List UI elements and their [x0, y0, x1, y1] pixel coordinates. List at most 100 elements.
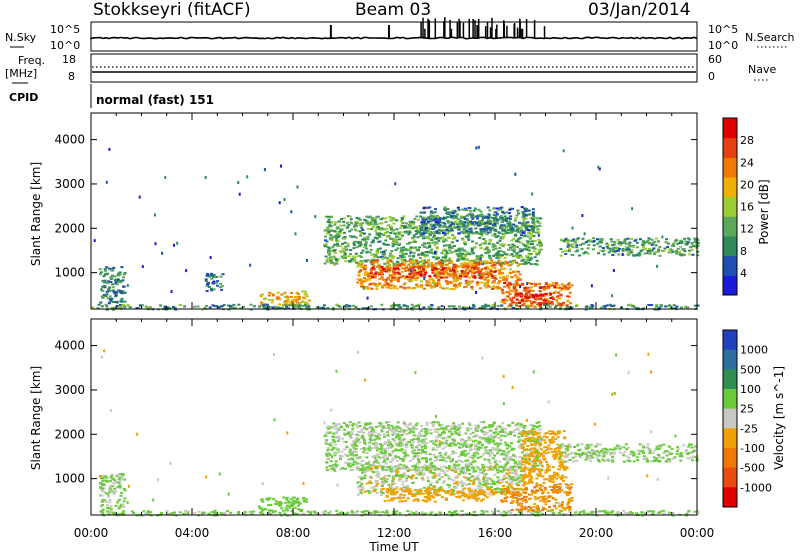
power-cell — [445, 229, 449, 231]
power-cell — [395, 241, 399, 244]
velocity-cell — [481, 453, 485, 456]
power-cell — [339, 251, 343, 254]
power-cell — [438, 262, 442, 265]
velocity-cell — [379, 452, 383, 455]
power-cell — [528, 237, 532, 240]
power-cell — [444, 254, 448, 257]
power-cell — [517, 240, 521, 243]
power-cell — [434, 223, 437, 226]
power-cell — [377, 271, 381, 274]
power-cell — [109, 281, 113, 283]
power-cell — [380, 271, 384, 273]
velocity-cell — [402, 464, 406, 467]
velocity-cell — [149, 511, 153, 514]
power-cell — [657, 250, 661, 253]
power-cell — [532, 218, 535, 221]
velocity-cell — [391, 457, 395, 460]
power-cell — [435, 237, 439, 240]
power-cell — [437, 279, 441, 281]
velocity-cell — [362, 447, 366, 449]
velocity-cell — [213, 512, 217, 515]
velocity-cell — [508, 457, 512, 460]
power-cell — [501, 261, 505, 264]
power-cell — [498, 273, 502, 276]
power-cell — [475, 222, 478, 225]
power-cell — [533, 301, 537, 304]
power-cell — [653, 240, 656, 243]
power-cell — [422, 270, 426, 272]
power-cell — [598, 245, 602, 248]
power-cell — [511, 307, 515, 310]
power-cell — [393, 276, 397, 279]
power-cell — [338, 230, 342, 232]
power-cell — [430, 248, 434, 251]
power-cell — [478, 307, 482, 309]
power-cell — [368, 287, 372, 290]
velocity-cell — [460, 439, 464, 442]
power-cell — [359, 234, 363, 237]
velocity-cell — [526, 455, 530, 458]
power-cell — [497, 253, 501, 256]
power-cell — [366, 259, 370, 262]
velocity-cell — [424, 451, 428, 453]
power-cell — [442, 276, 446, 279]
power-cell — [508, 218, 512, 220]
velocity-cell — [518, 439, 522, 442]
power-cell — [352, 304, 356, 307]
power-cell — [570, 284, 574, 287]
power-cell — [441, 272, 445, 275]
power-cell — [367, 275, 371, 278]
velocity-cell — [445, 456, 448, 459]
power-cell — [502, 275, 505, 278]
power-cell — [378, 266, 382, 269]
velocity-cell — [289, 498, 293, 501]
power-cell — [212, 280, 216, 283]
velocity-cell — [110, 475, 114, 478]
power-cell — [564, 238, 568, 241]
power-cell — [559, 302, 563, 305]
power-cell — [401, 224, 405, 227]
power-cell — [429, 210, 433, 213]
power-cell — [215, 284, 219, 287]
power-cell — [526, 241, 530, 244]
power-cell — [285, 295, 289, 298]
velocity-cell — [360, 464, 364, 467]
power-cell — [466, 265, 470, 268]
power-cell — [116, 280, 120, 283]
velocity-cell — [304, 498, 308, 501]
power-cell — [512, 270, 516, 273]
power-cell — [331, 306, 335, 309]
power-cell — [349, 249, 353, 252]
velocity-cell — [579, 511, 583, 513]
power-cell — [418, 231, 422, 234]
velocity-cell — [358, 441, 362, 444]
power-cell — [641, 244, 645, 246]
noise-trace — [90, 36, 698, 40]
power-cell — [599, 249, 603, 252]
power-cell — [419, 265, 423, 268]
power-cell — [634, 239, 637, 242]
power-cell — [381, 285, 385, 288]
power-cell — [487, 218, 491, 221]
velocity-cell — [297, 504, 300, 507]
power-cell — [436, 224, 440, 227]
power-cell — [442, 240, 446, 243]
velocity-cell — [362, 431, 366, 434]
power-cell — [361, 249, 365, 252]
velocity-heatmap-cells — [98, 349, 700, 517]
power-cell — [392, 287, 396, 290]
velocity-cell — [474, 424, 478, 427]
power-cell — [510, 239, 514, 242]
power-cell — [459, 264, 463, 267]
velocity-cell — [441, 456, 445, 459]
velocity-cell — [479, 455, 483, 458]
velocity-cell — [285, 498, 289, 501]
velocity-cell — [346, 454, 349, 457]
velocity-cell — [440, 424, 444, 427]
power-cell — [378, 273, 381, 276]
power-cell — [395, 243, 398, 246]
power-cell — [450, 305, 454, 308]
power-cell — [343, 251, 346, 254]
power-cell — [443, 275, 447, 278]
power-cell — [633, 306, 637, 309]
